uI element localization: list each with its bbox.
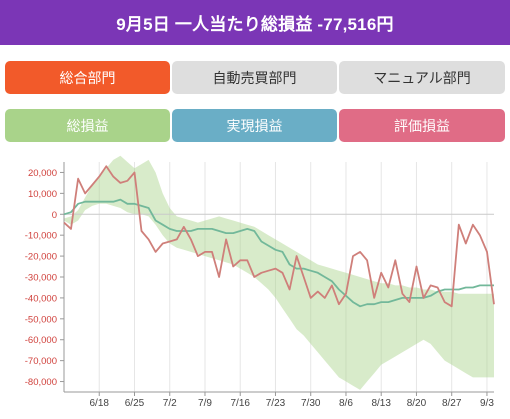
x-tick-label: 7/2: [163, 398, 177, 409]
x-tick-label: 7/16: [230, 398, 250, 409]
page-title: 9月5日 一人当たり総損益 -77,516円: [116, 15, 394, 34]
jitsugen-series-line: [63, 198, 494, 308]
tab-sogo-label: 総合部門: [59, 69, 116, 86]
x-tick-label: 7/23: [266, 398, 286, 409]
page-title-bar: 9月5日 一人当たり総損益 -77,516円: [0, 0, 510, 45]
metric-jitsugen-button[interactable]: 実現損益: [172, 109, 337, 142]
hyoka-series-line: [63, 165, 495, 308]
x-tick-label: 6/25: [125, 398, 145, 409]
metric-total-button[interactable]: 総損益: [5, 109, 170, 142]
metric-jitsugen-label: 実現損益: [226, 117, 283, 134]
x-tick-label: 7/30: [301, 398, 321, 409]
metric-hyoka-label: 評価損益: [394, 117, 450, 134]
pnl-chart-svg: 20,000 10,000 0 -10,000 -20,000 -30,000 -40,00…: [25, 155, 495, 409]
y-tick-label: -40,000: [25, 293, 57, 304]
tab-jido-label: 自動売買部門: [212, 69, 297, 86]
tab-sogo[interactable]: 総合部門: [5, 61, 170, 94]
x-tick-label: 9/3: [480, 398, 494, 409]
y-tick-label: -60,000: [25, 335, 57, 346]
y-tick-label: -80,000: [25, 377, 57, 388]
x-tick-label: 8/13: [371, 398, 391, 409]
tab-manual[interactable]: マニュアル部門: [339, 61, 505, 94]
tab-manual-label: マニュアル部門: [373, 69, 471, 86]
x-tick-label: 8/20: [407, 398, 427, 409]
x-tick-label: 7/9: [198, 398, 212, 409]
y-tick-label: 20,000: [28, 168, 57, 179]
y-tick-label: -30,000: [25, 273, 57, 284]
pnl-chart: 20,000 10,000 0 -10,000 -20,000 -30,000 -40,00…: [0, 152, 510, 419]
x-tick-label: 6/18: [90, 398, 110, 409]
y-tick-label: 0: [52, 210, 57, 221]
total-pnl-band: [64, 155, 494, 390]
metric-hyoka-button[interactable]: 評価損益: [339, 109, 505, 142]
y-tick-label: -10,000: [25, 231, 57, 242]
y-tick-label: 10,000: [28, 189, 57, 200]
x-tick-label: 8/6: [339, 398, 353, 409]
y-tick-label: -20,000: [25, 252, 57, 263]
tab-jido[interactable]: 自動売買部門: [172, 61, 337, 94]
metric-total-label: 総損益: [66, 117, 109, 134]
y-tick-label: -50,000: [25, 314, 57, 325]
y-tick-label: -70,000: [25, 356, 57, 367]
x-tick-label: 8/27: [442, 398, 462, 409]
